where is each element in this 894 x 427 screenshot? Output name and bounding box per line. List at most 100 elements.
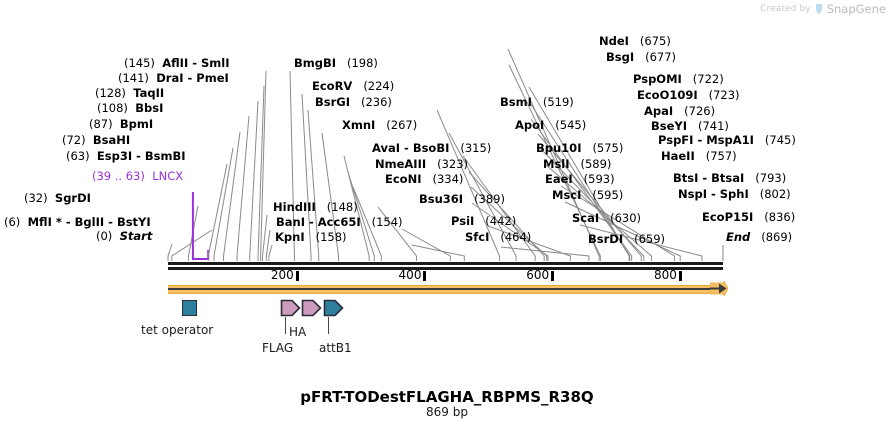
restriction-site-label[interactable]: BsgI (677) [606,51,676,64]
restriction-site-label[interactable]: (32) SgrDI [24,192,91,205]
site-position: (519) [542,95,574,109]
name-separator: - [188,56,202,70]
restriction-site-label[interactable]: (6) MflI * - BglII - BstYI [4,216,151,229]
feature-label: attB1 [319,341,352,355]
site-position: (158) [315,230,347,244]
restriction-site-label[interactable]: BmgBI (198) [294,57,378,70]
restriction-site-label[interactable]: KpnI (158) [275,231,347,244]
restriction-site-label[interactable]: (39 .. 63) LNCX [92,170,183,183]
restriction-site-label[interactable]: MscI (595) [552,189,623,202]
enzyme-name: EcoO109I [637,88,698,102]
restriction-site-label[interactable]: EcoRV (224) [312,80,394,93]
restriction-site-label[interactable]: (0) Start [96,230,152,243]
restriction-site-label[interactable]: ScaI (630) [572,212,641,225]
enzyme-name: BsaHI [92,133,131,147]
enzyme-name: NmeAIII [375,157,427,171]
restriction-site-label[interactable]: ApoI (545) [515,119,586,132]
enzyme-name: ApaI [644,104,674,118]
ruler-tick-label: 800 [654,268,677,282]
enzyme-name: EcoP15I [702,210,754,224]
restriction-site-label[interactable]: EcoNI (334) [385,173,463,186]
leader-line [401,228,451,261]
plasmid-backbone-top [168,262,723,265]
site-position: (726) [684,104,716,118]
name-separator: - [132,149,145,163]
site-position: (315) [460,141,492,155]
restriction-site-label[interactable]: BsrDI (659) [588,233,665,246]
restriction-site-label[interactable]: EcoP15I (836) [702,211,795,224]
restriction-site-label[interactable]: BanI - Acc65I (154) [276,216,403,229]
restriction-site-label[interactable]: NmeAIII (323) [375,158,468,171]
restriction-site-label[interactable]: (63) Esp3I - BsmBI [66,150,186,163]
ruler-tick [678,271,682,281]
restriction-site-label[interactable]: Bpu10I (575) [536,142,623,155]
feature-glyph-box[interactable] [182,300,197,316]
restriction-site-label[interactable]: (141) DraI - PmeI [118,72,229,85]
feature-label: FLAG [262,341,294,355]
enzyme-name: MspA1I [706,133,754,147]
restriction-site-label[interactable]: BsrGI (236) [315,96,392,109]
enzyme-name: Esp3I [96,149,133,163]
restriction-site-label[interactable]: EaeI (593) [545,173,615,186]
site-position: (593) [583,172,615,186]
restriction-site-label[interactable]: XmnI (267) [342,119,417,132]
feature-glyph-arrow[interactable] [280,299,301,317]
restriction-site-label[interactable]: BseYI (741) [651,120,729,133]
leader-line [171,229,213,261]
name-separator: - [693,133,707,147]
restriction-site-label[interactable]: PspOMI (722) [633,73,724,86]
restriction-site-label[interactable]: PsiI (442) [451,215,516,228]
enzyme-name: BsmBI [144,149,186,163]
watermark-created-by-label: Created by [760,4,811,14]
site-position: (141) [118,71,149,85]
enzyme-name: BmgBI [294,56,337,70]
enzyme-name: BsrDI [588,232,624,246]
feature-label: HA [289,325,307,339]
restriction-site-label[interactable]: MslI (589) [543,158,611,171]
restriction-site-label[interactable]: (128) TaqII [95,87,164,100]
enzyme-name: LNCX [152,169,184,183]
restriction-site-label[interactable]: HaeII (757) [661,150,737,163]
restriction-site-label[interactable]: (108) BbsI [97,102,163,115]
site-position: (442) [485,214,517,228]
feature-glyph-arrow[interactable] [301,299,322,317]
leader-line [213,147,234,261]
enzyme-name: BsmI [500,95,532,109]
restriction-site-label[interactable]: BtsI - BtsaI (793) [673,172,786,185]
restriction-site-label[interactable]: (87) BpmI [89,118,153,131]
enzyme-name: HindIII [273,200,316,214]
site-position: (595) [592,188,624,202]
enzyme-name: MscI [552,188,582,202]
enzyme-name: PsiI [451,214,475,228]
site-position: (72) [62,133,86,147]
enzyme-name: DraI [156,71,184,85]
restriction-site-label[interactable]: NspI - SphI (802) [678,188,791,201]
feature-glyph-arrow[interactable] [323,299,344,317]
restriction-site-label[interactable]: ApaI (726) [644,105,715,118]
leader-line [249,100,259,261]
restriction-site-label[interactable]: (72) BsaHI [62,134,130,147]
enzyme-name: AflII [162,56,189,70]
watermark-product-name: SnapGene [826,2,886,16]
enzyme-name: SfcI [465,230,490,244]
enzyme-name: BbsI [135,101,164,115]
restriction-site-label[interactable]: SfcI (464) [465,231,531,244]
name-separator: - [61,215,75,229]
restriction-site-label[interactable]: Bsu36I (389) [419,193,505,206]
site-position: (757) [705,149,737,163]
restriction-site-label[interactable]: HindIII (148) [273,201,358,214]
restriction-site-label[interactable]: BsmI (519) [500,96,574,109]
restriction-site-label[interactable]: EcoO109I (723) [637,89,740,102]
enzyme-name: HaeII [661,149,695,163]
restriction-site-label[interactable]: NdeI (675) [599,35,671,48]
restriction-site-label[interactable]: PspFI - MspA1I (745) [658,134,796,147]
restriction-site-label[interactable]: End (869) [726,231,792,244]
leader-line [257,85,265,261]
restriction-site-label[interactable]: (145) AflII - SmlI [124,57,230,70]
restriction-site-label[interactable]: AvaI - BsoBI (315) [372,142,491,155]
name-separator: - [698,171,712,185]
site-position: (39 .. 63) [92,169,145,183]
enzyme-name: SmlI [201,56,230,70]
enzyme-name: EaeI [545,172,573,186]
